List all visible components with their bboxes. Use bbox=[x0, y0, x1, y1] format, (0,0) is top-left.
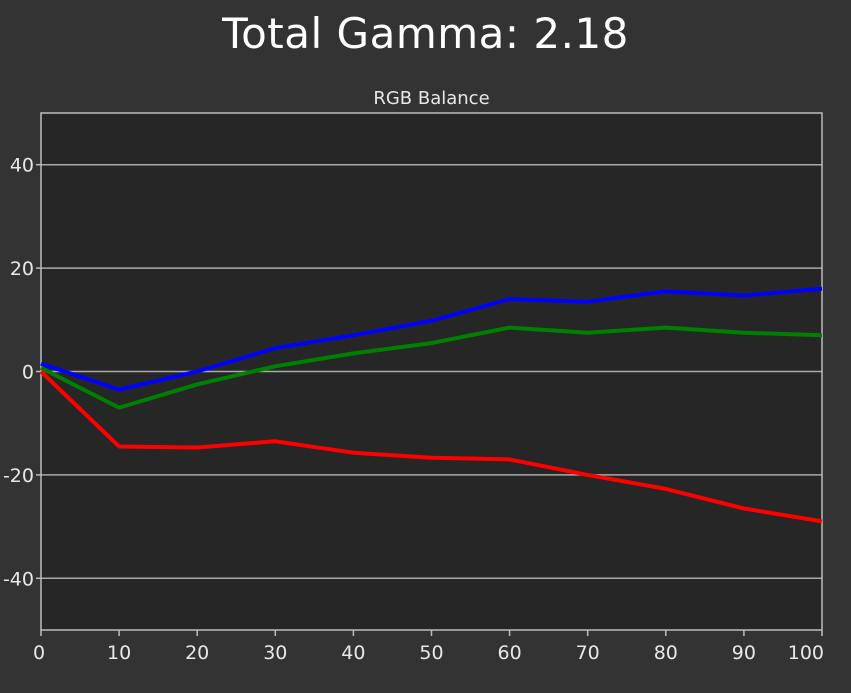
y-tick-label: -40 bbox=[3, 568, 34, 590]
y-axis-ticks: -40 -20 0 20 40 bbox=[3, 155, 41, 590]
x-tick-label: 50 bbox=[419, 642, 443, 664]
series-line-1 bbox=[40, 325, 823, 410]
y-tick-label: 40 bbox=[10, 155, 34, 177]
y-tick-label: 20 bbox=[10, 258, 34, 280]
chart-title: RGB Balance bbox=[373, 88, 489, 109]
x-axis-ticks: 0 10 20 30 40 50 60 70 80 90 100 bbox=[33, 630, 824, 664]
x-tick-label: 0 bbox=[33, 642, 45, 664]
x-tick-label: 80 bbox=[654, 642, 678, 664]
y-tick-label: -20 bbox=[3, 465, 34, 487]
x-tick-label: 60 bbox=[498, 642, 522, 664]
page-title: Total Gamma: 2.18 bbox=[222, 9, 629, 58]
x-tick-label: 70 bbox=[576, 642, 600, 664]
x-tick-label: 100 bbox=[788, 642, 824, 664]
series-line-0 bbox=[40, 286, 823, 392]
x-tick-label: 90 bbox=[732, 642, 756, 664]
x-tick-label: 40 bbox=[341, 642, 365, 664]
series-line-2 bbox=[39, 370, 823, 524]
grid-lines bbox=[41, 163, 822, 580]
y-tick-label: 0 bbox=[22, 362, 34, 384]
series-lines bbox=[39, 286, 823, 524]
x-tick-label: 10 bbox=[107, 642, 131, 664]
x-tick-label: 20 bbox=[185, 642, 209, 664]
x-tick-label: 30 bbox=[263, 642, 287, 664]
